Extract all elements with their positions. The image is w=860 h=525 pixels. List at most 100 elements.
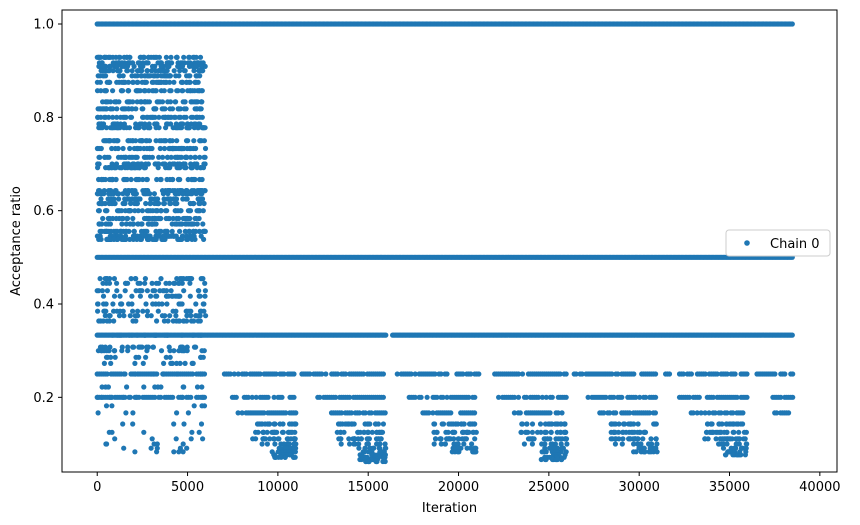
data-point [158,176,164,183]
data-point [191,318,197,324]
data-point [738,421,744,427]
data-point [171,348,177,354]
data-point [102,313,108,319]
data-point [631,441,637,447]
data-point [548,429,554,435]
data-point [153,208,159,214]
data-point [375,421,381,427]
data-point [451,436,457,442]
data-point [141,429,147,435]
data-point [135,208,141,214]
data-point [192,154,198,160]
data-point [170,394,176,400]
data-point [279,394,285,400]
data-point [653,394,659,400]
x-tick-label: 25000 [528,480,569,495]
data-point [161,288,167,294]
data-point [170,125,176,131]
data-point [188,436,194,442]
data-point [789,21,795,27]
data-point [118,114,124,120]
data-point [250,436,256,442]
data-point [134,236,140,242]
data-point [146,236,152,242]
data-point [455,421,461,427]
data-point [190,360,196,366]
data-point [175,165,182,171]
data-point [235,410,241,416]
data-point [175,88,181,94]
data-point [162,332,168,338]
data-point [191,200,197,207]
data-point [110,54,116,60]
data-point [130,410,136,416]
y-tick-label: 0.6 [33,204,54,219]
data-point [601,410,607,416]
data-point [171,421,177,427]
data-point [146,138,153,144]
data-point [473,429,479,435]
data-point [185,410,191,416]
data-point [98,236,104,242]
data-point [176,293,182,299]
data-point [200,125,206,131]
data-point [173,436,179,442]
data-point [271,436,277,442]
data-point [161,88,167,94]
data-point [261,436,267,442]
data-point [134,165,140,171]
data-point [97,79,103,85]
data-point [197,54,204,60]
data-point [99,106,105,112]
data-point [723,452,729,458]
y-tick-label: 0.4 [33,298,54,313]
data-point [555,436,561,442]
data-point [439,421,445,427]
data-point [271,421,277,427]
data-point [138,73,144,79]
data-point [148,293,154,299]
data-point [163,293,170,299]
data-point [103,125,110,131]
data-point [139,106,145,112]
data-point [518,429,525,435]
data-point [717,436,723,442]
data-point [496,394,502,400]
data-point [154,318,160,324]
data-point [688,371,695,377]
data-point [144,308,150,314]
data-point [635,436,641,442]
data-point [446,436,452,442]
data-point [291,394,297,400]
data-point [197,138,203,144]
data-point [149,196,155,202]
data-point [631,449,637,455]
data-point [132,154,138,160]
data-point [146,54,152,60]
data-point [102,200,108,207]
data-point [156,301,162,307]
data-point [194,384,201,390]
data-point [523,394,530,400]
data-point [106,138,112,144]
data-point [174,221,180,227]
data-point [182,99,188,105]
data-point [137,54,143,60]
data-point [408,371,414,377]
data-point [151,191,157,197]
data-point [169,106,176,112]
data-point [198,63,204,69]
data-point [356,445,362,451]
data-point [189,191,195,197]
data-point [191,68,197,74]
data-point [264,429,270,435]
data-point [139,208,145,214]
data-point [158,208,164,214]
data-point [383,332,389,338]
data-point [732,371,738,377]
data-point [180,449,186,455]
data-point [115,154,122,160]
data-point [155,99,161,105]
data-point [168,154,174,160]
data-point [456,436,462,442]
